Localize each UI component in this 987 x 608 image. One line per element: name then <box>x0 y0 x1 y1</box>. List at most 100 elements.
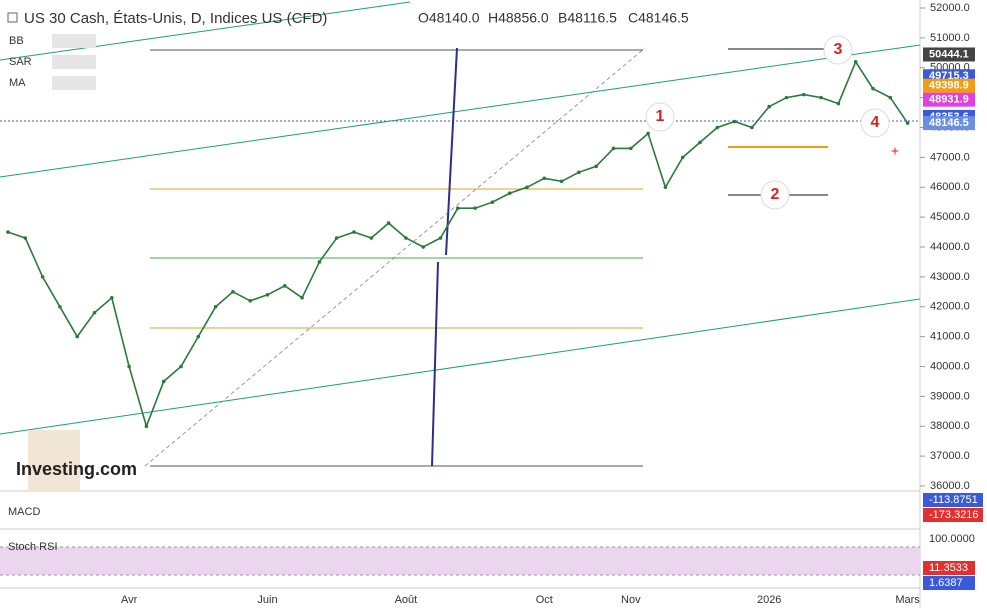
close-point <box>110 295 114 300</box>
channel-line <box>0 1 411 61</box>
close-point <box>490 200 495 204</box>
channel-line <box>0 44 921 178</box>
y-tick-label: 43000.0 <box>930 271 970 283</box>
macd-label: MACD <box>8 506 40 518</box>
close-point <box>646 131 650 136</box>
x-tick-label: Oct <box>536 594 553 606</box>
macd-value: -173.3216 <box>929 509 979 521</box>
price-marker <box>923 47 975 62</box>
close-point <box>213 304 218 309</box>
y-tick-label: 40000.0 <box>930 360 970 372</box>
indicator-label: SAR <box>9 56 32 68</box>
indicator-buttons <box>52 76 96 90</box>
stoch-band <box>0 547 920 575</box>
annotation-circle <box>760 180 790 210</box>
x-tick-label: Nov <box>621 594 641 606</box>
annotation: 4 <box>871 114 880 131</box>
y-tick-label: 51000.0 <box>930 32 970 44</box>
close-point <box>559 179 564 184</box>
marker-plus: + <box>891 143 899 159</box>
indicator-label: BB <box>9 35 24 47</box>
price-marker-label: 49398.9 <box>929 80 969 92</box>
close-point <box>334 236 339 240</box>
macd-value: -113.8751 <box>929 494 978 506</box>
close-point <box>179 364 183 369</box>
x-tick-label: 2026 <box>757 594 781 606</box>
trend-line <box>144 47 646 467</box>
close-point <box>404 236 408 240</box>
close-point <box>611 146 616 151</box>
annotation-circle <box>860 108 890 138</box>
chart-title: US 30 Cash, États-Unis, D, Indices US (C… <box>24 10 327 27</box>
arrow <box>431 261 439 467</box>
y-tick-label: 41000.0 <box>930 331 970 343</box>
stoch-value: 11.3533 <box>929 562 968 574</box>
x-tick-label: Avr <box>121 594 138 606</box>
close-point <box>715 125 720 130</box>
close-point <box>265 293 270 297</box>
annotation: 1 <box>656 108 665 125</box>
close-point <box>802 92 806 97</box>
y-tick-label: 45000.0 <box>930 211 970 223</box>
close-point <box>6 230 10 234</box>
y-tick-label: 52000.0 <box>930 2 970 14</box>
indicator-label: MA <box>9 77 26 89</box>
ohlc-value: C48146.5 <box>628 10 689 26</box>
close-point <box>23 236 28 240</box>
close-point <box>438 236 443 240</box>
close-point <box>871 86 875 91</box>
x-tick-label: Août <box>395 594 418 606</box>
close-point <box>75 334 79 339</box>
channel-line <box>0 298 921 435</box>
stoch-label: Stoch RSI <box>8 541 58 553</box>
close-point <box>819 95 823 100</box>
close-point <box>853 59 858 64</box>
close-point <box>767 104 771 109</box>
price-marker <box>923 116 975 131</box>
ohlc-value: O48140.0 <box>418 10 480 26</box>
y-tick-label: 36000.0 <box>930 480 970 492</box>
close-point <box>369 236 374 240</box>
price-marker-label: 48931.9 <box>929 94 969 106</box>
close-point <box>577 170 581 175</box>
price-marker <box>923 92 975 107</box>
close-point <box>594 164 598 169</box>
y-tick-label: 44000.0 <box>930 241 970 253</box>
close-point <box>127 364 131 369</box>
close-point <box>629 146 633 151</box>
close-point <box>283 284 287 288</box>
close-point <box>680 155 685 160</box>
close-point <box>144 424 149 429</box>
arrow <box>445 47 458 256</box>
close-point <box>542 176 547 181</box>
collapse-icon[interactable] <box>7 12 18 23</box>
stoch-marker <box>923 561 975 575</box>
close-point <box>732 119 737 124</box>
close-point <box>40 275 45 279</box>
close-point <box>161 379 166 384</box>
close-point <box>888 95 893 100</box>
close-point <box>698 140 702 145</box>
y-tick-label: 42000.0 <box>930 301 970 313</box>
y-tick-label: 46000.0 <box>930 181 970 193</box>
close-point <box>905 121 910 125</box>
close-point <box>317 260 322 264</box>
annotation-circle <box>645 102 675 132</box>
close-point <box>473 206 477 210</box>
stoch-value: 100.0000 <box>929 533 975 545</box>
stoch-value: 1.6387 <box>929 577 963 589</box>
price-marker-label: 48146.5 <box>929 117 969 129</box>
ohlc-value: B48116.5 <box>558 10 617 26</box>
y-tick-label: 37000.0 <box>930 450 970 462</box>
close-point <box>784 95 789 100</box>
y-tick-label: 39000.0 <box>930 390 970 402</box>
close-point <box>352 230 356 234</box>
close-point <box>300 295 304 300</box>
close-point <box>750 125 754 130</box>
close-point <box>248 298 252 303</box>
macd-marker <box>923 508 983 522</box>
price-marker-label: 50444.1 <box>929 48 969 60</box>
macd-marker <box>923 493 983 507</box>
price-marker <box>923 78 975 93</box>
